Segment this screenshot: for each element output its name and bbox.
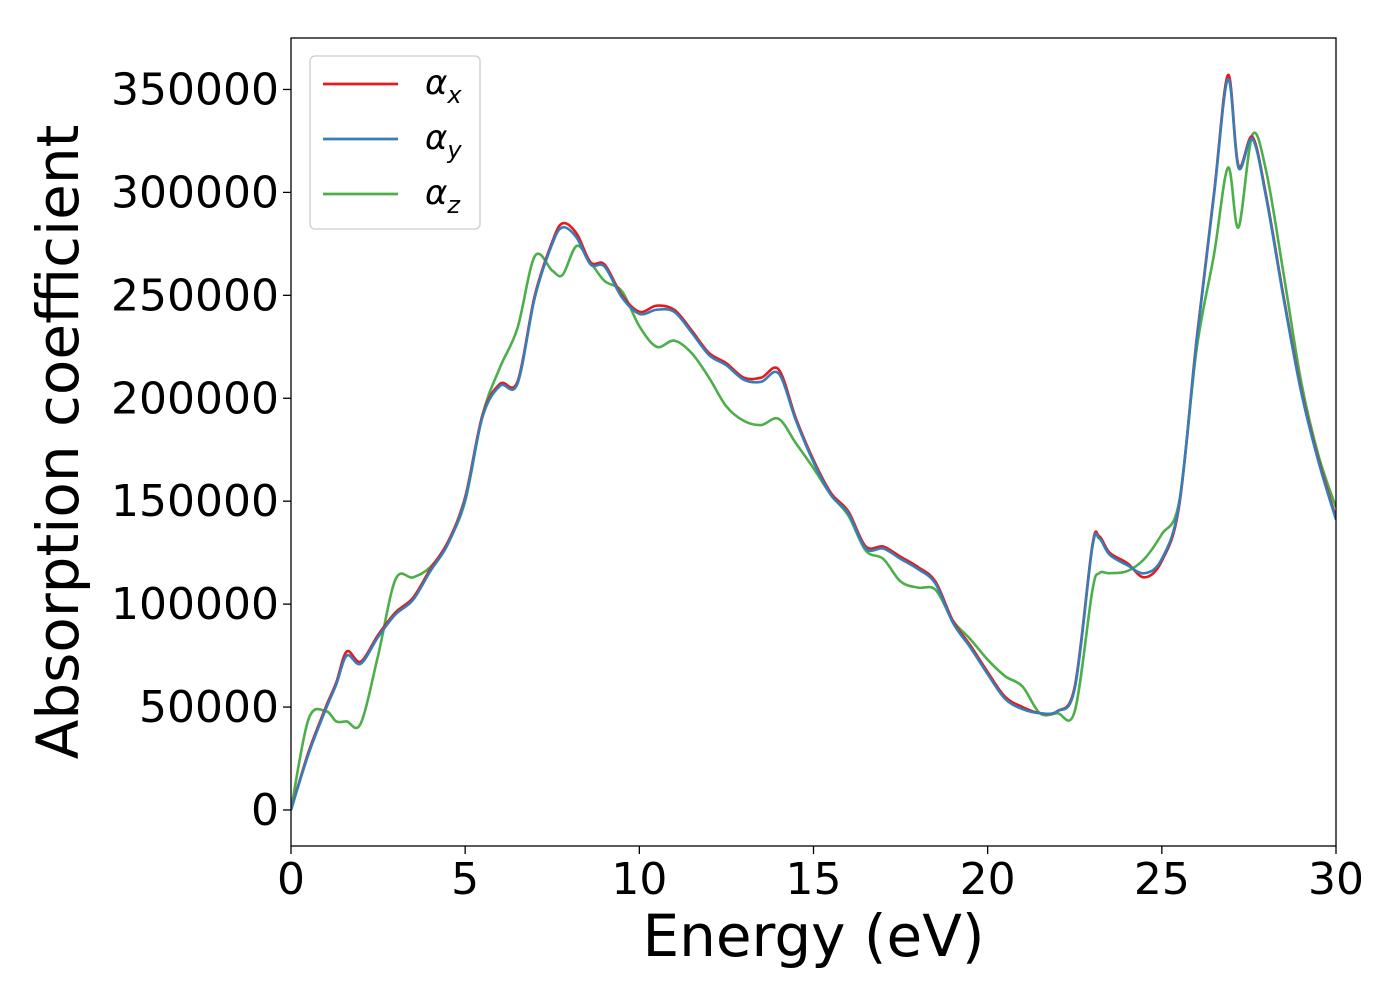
y-tick-label: 100000: [111, 579, 279, 630]
legend-label: αy: [425, 118, 462, 164]
x-tick-label: 15: [786, 854, 842, 905]
y-tick-label: 150000: [111, 476, 279, 527]
x-tick-label: 0: [277, 854, 305, 905]
legend-subscript: x: [446, 81, 462, 109]
legend-label: αx: [425, 63, 462, 109]
legend-symbol: α: [425, 63, 447, 103]
legend-symbol: α: [425, 118, 447, 158]
legend-box: [309, 55, 481, 230]
legend-subscript: y: [446, 136, 462, 164]
series-line-alpha-y: [291, 77, 1336, 811]
y-tick-label: 200000: [111, 373, 279, 424]
y-tick-label: 300000: [111, 167, 279, 218]
legend-label: αz: [425, 173, 461, 219]
legend-symbol: α: [425, 173, 447, 213]
x-tick-label: 25: [1134, 854, 1190, 905]
y-axis-title: Absorption coefficient: [24, 125, 92, 760]
x-tick-label: 30: [1308, 854, 1364, 905]
legend-subscript: z: [446, 191, 461, 219]
x-tick-label: 10: [611, 854, 667, 905]
x-axis: 0 5 10 15 20 25 30: [277, 846, 1364, 905]
x-tick-label: 5: [451, 854, 479, 905]
series-layer: [291, 73, 1336, 811]
x-tick-label: 20: [960, 854, 1016, 905]
y-axis: 0 50000 100000 150000 200000 250000 300000 3500…: [111, 64, 291, 836]
y-tick-label: 250000: [111, 270, 279, 321]
y-tick-label: 50000: [139, 682, 279, 733]
x-axis-title: Energy (eV): [642, 902, 984, 970]
y-tick-label: 350000: [111, 64, 279, 115]
y-tick-label: 0: [251, 785, 279, 836]
